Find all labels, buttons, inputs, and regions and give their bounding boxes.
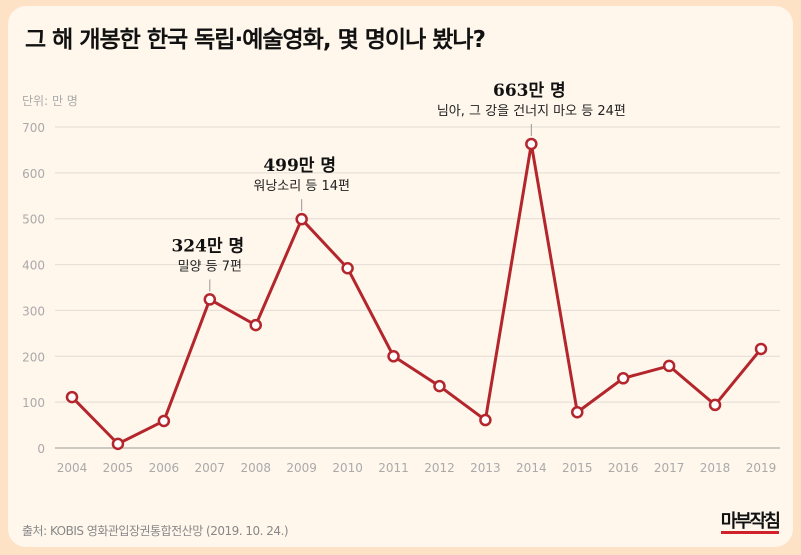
y-tick-label: 0 xyxy=(37,442,45,456)
y-tick-label: 700 xyxy=(22,121,45,135)
data-point xyxy=(754,342,768,356)
x-tick-label: 2014 xyxy=(516,461,547,475)
x-tick-label: 2013 xyxy=(470,461,501,475)
x-tick-label: 2018 xyxy=(700,461,731,475)
annotation-value: 324만 명 xyxy=(171,236,244,256)
x-tick-label: 2009 xyxy=(286,461,317,475)
unit-label: 단위: 만 명 xyxy=(22,94,78,108)
y-tick-label: 400 xyxy=(22,259,45,273)
data-point xyxy=(157,414,171,428)
data-point xyxy=(249,318,262,332)
data-point xyxy=(571,405,584,419)
y-tick-label: 100 xyxy=(22,396,45,410)
annotation-note: 워낭소리 등 14편 xyxy=(253,179,350,194)
x-tick-label: 2011 xyxy=(378,461,409,475)
series-line xyxy=(70,142,763,446)
chart-card xyxy=(8,6,793,547)
y-tick-label: 600 xyxy=(22,167,45,181)
x-tick-label: 2015 xyxy=(562,461,593,475)
x-tick-label: 2008 xyxy=(240,461,271,475)
chart-title: 그 해 개봉한 한국 독립·예술영화, 몇 명이나 봤나? xyxy=(25,27,486,53)
x-tick-label: 2012 xyxy=(424,461,455,475)
data-point xyxy=(433,379,446,393)
data-point xyxy=(65,390,79,404)
data-point xyxy=(203,293,217,306)
y-tick-label: 300 xyxy=(22,304,45,318)
data-point xyxy=(708,398,722,412)
data-point xyxy=(479,413,492,427)
data-point xyxy=(616,372,630,385)
y-tick-label: 500 xyxy=(22,213,45,227)
x-tick-label: 2006 xyxy=(149,461,180,475)
data-point xyxy=(662,359,676,373)
x-tick-label: 2016 xyxy=(608,461,639,475)
annotation-note: 밀양 등 7편 xyxy=(178,259,242,274)
x-tick-label: 2007 xyxy=(195,461,226,475)
annotation-value: 663만 명 xyxy=(493,81,566,101)
annotation-note: 님아, 그 강을 건너지 마오 등 24편 xyxy=(437,104,626,119)
logo: 마부작침 xyxy=(720,511,781,534)
source-note: 출처: KOBIS 영화관입장권통합전산망 (2019. 10. 24.) xyxy=(22,524,289,538)
x-tick-label: 2010 xyxy=(332,461,363,475)
data-point xyxy=(295,212,308,226)
x-tick-label: 2019 xyxy=(746,461,777,475)
annotation-value: 499만 명 xyxy=(263,156,336,176)
y-tick-label: 200 xyxy=(22,350,45,364)
x-tick-label: 2004 xyxy=(57,461,88,475)
data-point xyxy=(387,350,400,363)
data-point xyxy=(111,437,125,451)
x-tick-label: 2005 xyxy=(103,461,134,475)
data-point xyxy=(525,137,538,151)
data-point xyxy=(341,261,354,275)
x-tick-label: 2017 xyxy=(654,461,685,475)
